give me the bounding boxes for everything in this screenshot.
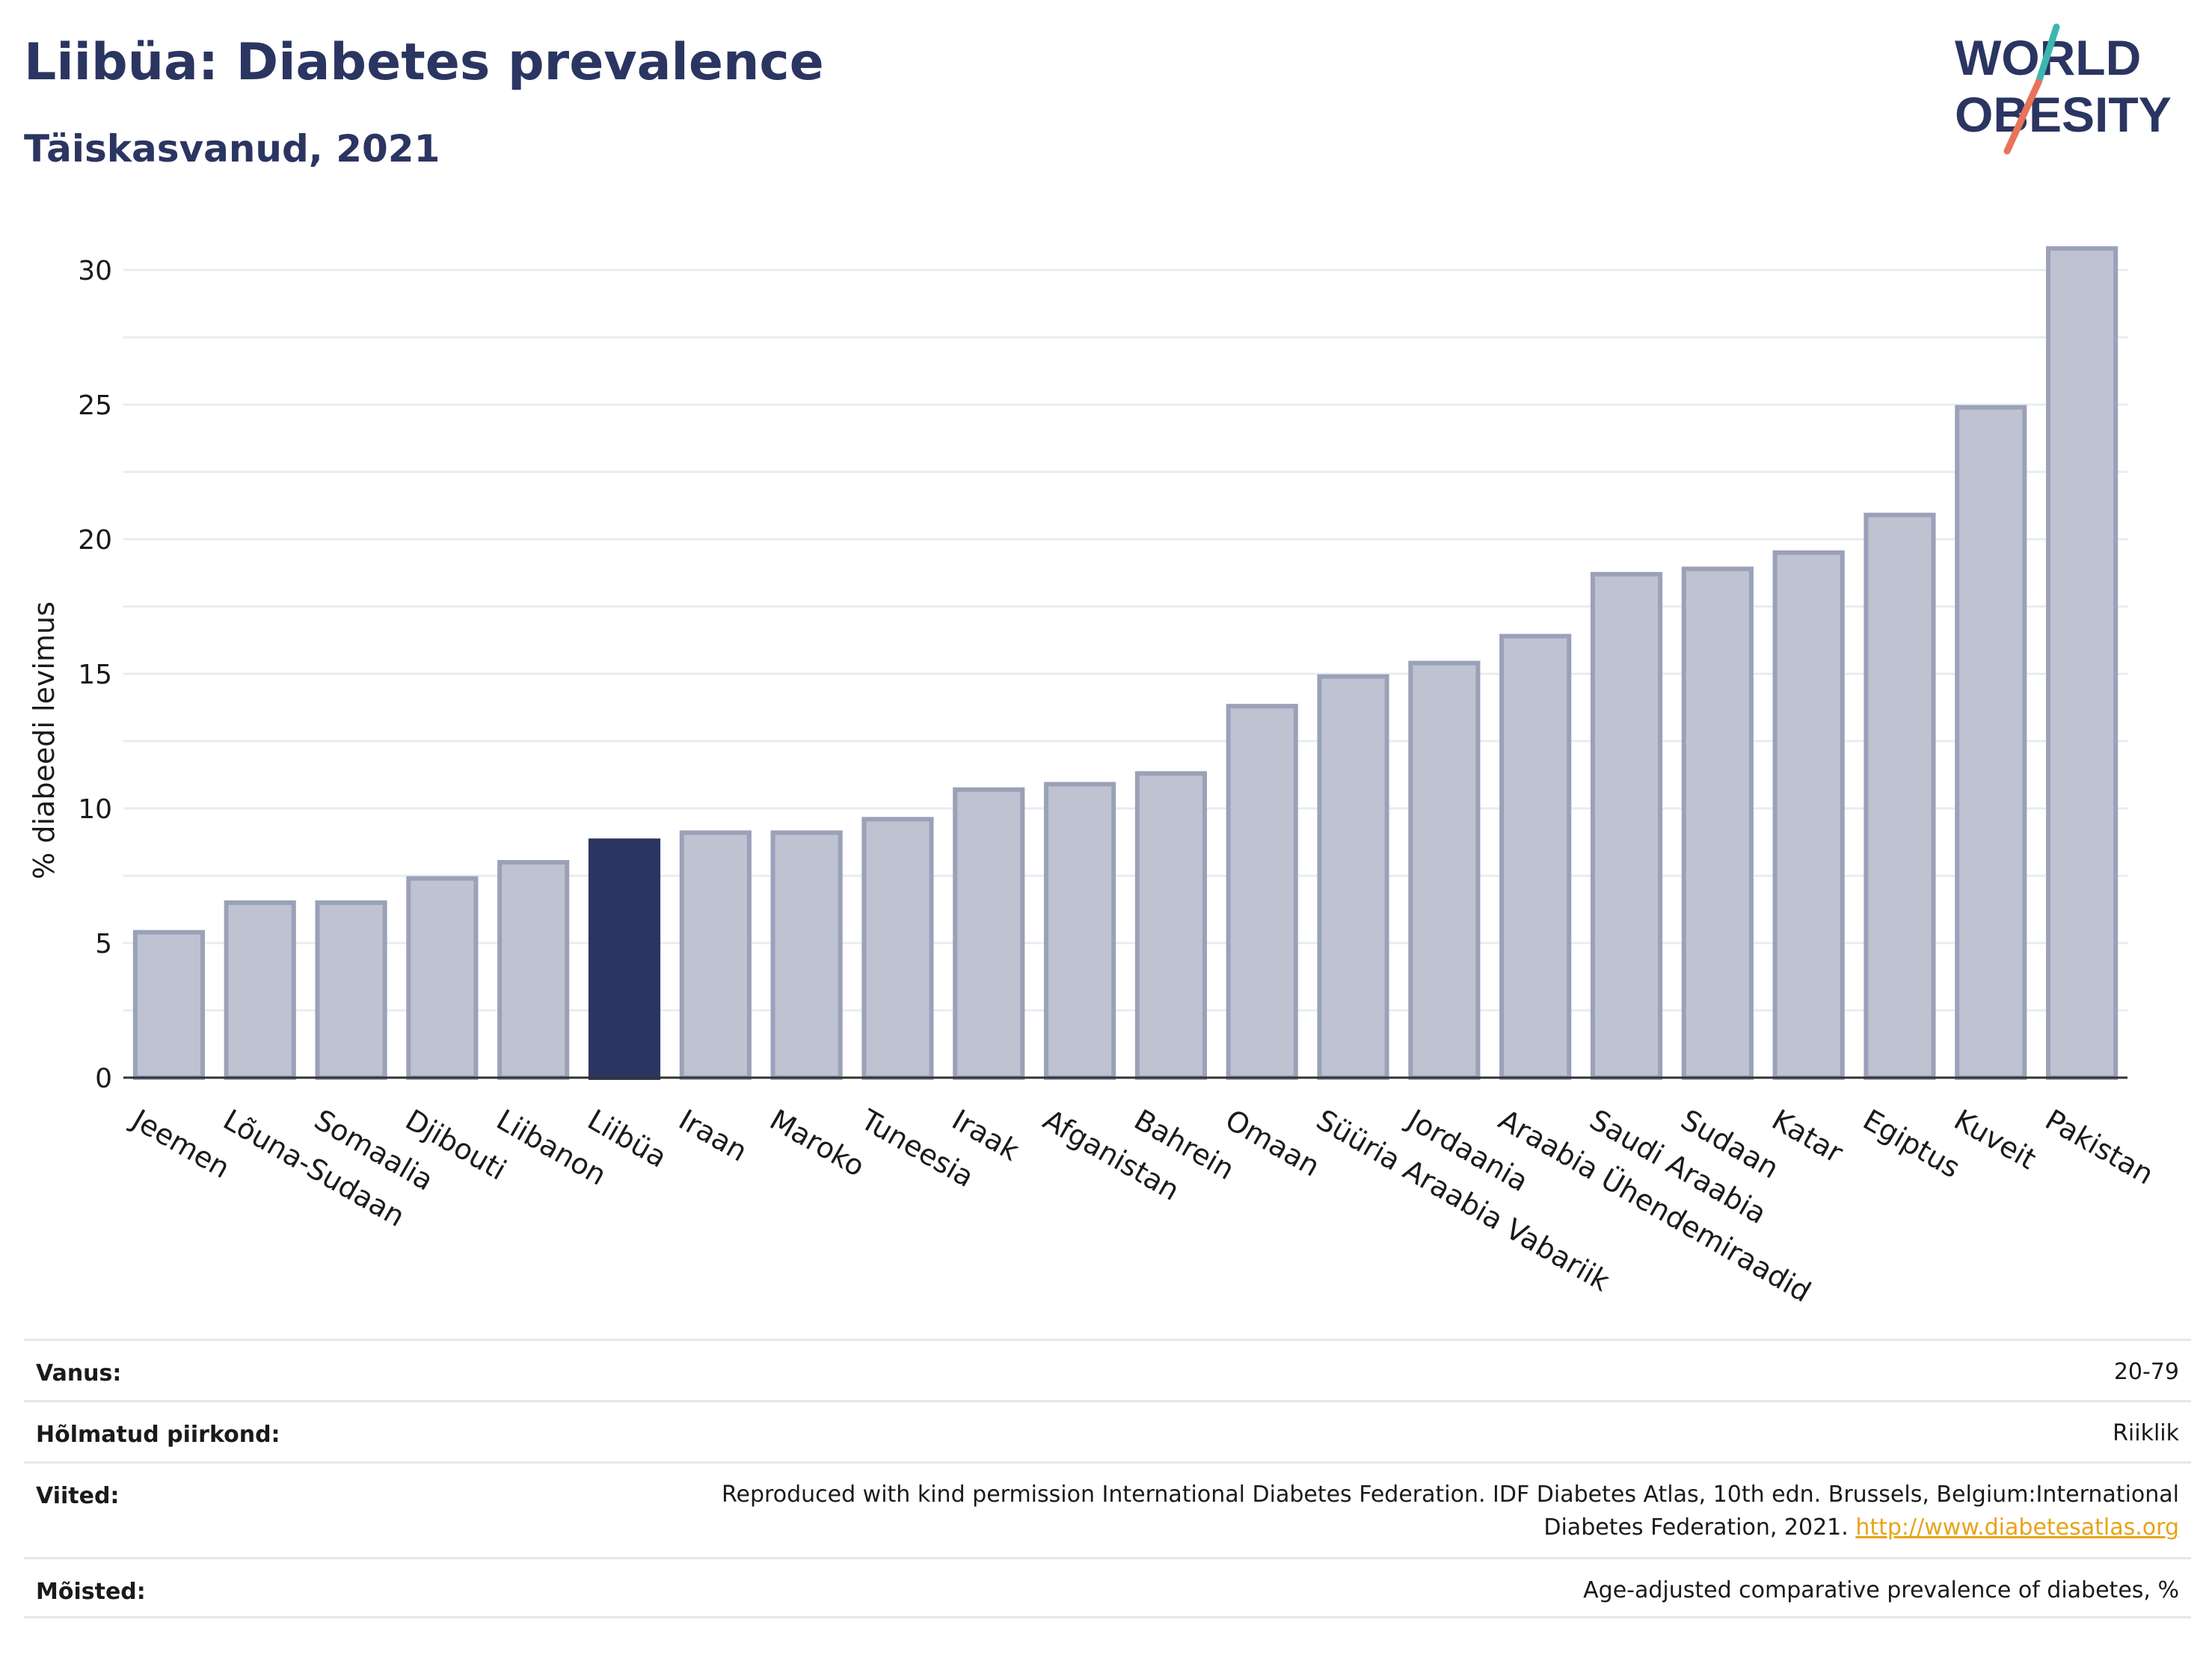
meta-region-value: Riiklik — [2113, 1420, 2179, 1446]
bar-1 — [224, 900, 296, 1080]
meta-table: Vanus: 20-79 Hõlmatud piirkond: Riiklik … — [24, 1339, 2191, 1618]
bar-21 — [2046, 246, 2119, 1081]
x-tick-label: Omaan — [1220, 1103, 1325, 1183]
logo-slash-teal — [2035, 23, 2060, 86]
bar-8 — [861, 817, 934, 1081]
y-tick-label: 0 — [95, 1063, 112, 1094]
bar-4 — [497, 860, 570, 1080]
x-tick-labels: JeemenLõuna-SudaanSomaaliaDjiboutiLiiban… — [126, 1102, 2160, 1309]
bar-2 — [315, 900, 387, 1080]
logo-line2: OBESITY — [1955, 87, 2172, 142]
meta-refs-value: Reproduced with kind permission Internat… — [722, 1479, 2179, 1544]
bars — [132, 246, 2119, 1081]
meta-refs-label: Viited: — [36, 1483, 120, 1509]
bar-17 — [1681, 566, 1754, 1080]
bar-20 — [1955, 405, 2027, 1080]
bar-14 — [1408, 660, 1481, 1080]
bar-10 — [1044, 782, 1116, 1080]
meta-def-label: Mõisted: — [36, 1579, 146, 1605]
y-tick-label: 5 — [95, 929, 112, 959]
bar-chart: 0 5 10 15 20 25 30 JeemenLõuna-SudaanSomaaliaD… — [28, 246, 2160, 1309]
logo-slash-coral — [2003, 79, 2042, 155]
y-tick-labels: 0 5 10 15 20 25 30 — [78, 256, 112, 1094]
page-title: Liibüa: Diabetes prevalence — [24, 33, 824, 92]
bar-0 — [132, 930, 205, 1080]
meta-age-label: Vanus: — [36, 1360, 122, 1387]
meta-refs-line2: Diabetes Federation, 2021. — [1543, 1514, 1849, 1541]
diabetes-atlas-link[interactable]: http://www.diabetesatlas.org — [1855, 1514, 2179, 1541]
bar-3 — [406, 876, 479, 1080]
meta-age-value: 20-79 — [2113, 1359, 2179, 1385]
bar-9 — [953, 787, 1025, 1081]
x-tick-label: Maroko — [764, 1103, 870, 1183]
bar-12 — [1226, 704, 1298, 1080]
bar-11 — [1134, 771, 1207, 1080]
y-tick-label: 25 — [78, 390, 112, 421]
meta-row-refs: Viited: Reproduced with kind permission … — [24, 1461, 2191, 1557]
x-tick-label: Iraan — [673, 1103, 752, 1168]
y-tick-label: 10 — [78, 794, 112, 825]
y-tick-label: 15 — [78, 660, 112, 690]
y-tick-label: 20 — [78, 525, 112, 556]
bar-13 — [1317, 674, 1389, 1080]
grid-lines — [123, 268, 2127, 1012]
x-tick-label: Pakistan — [2040, 1103, 2160, 1191]
bar-7 — [770, 830, 843, 1081]
bar-5 — [588, 838, 661, 1080]
bar-16 — [1590, 571, 1663, 1080]
world-obesity-logo: WORLD OBESITY — [1955, 23, 2172, 155]
x-tick-label: Kuveit — [1949, 1103, 2042, 1176]
bar-18 — [1772, 550, 1845, 1080]
bar-6 — [679, 830, 752, 1081]
meta-region-label: Hõlmatud piirkond: — [36, 1422, 280, 1448]
x-tick-label: Egiptus — [1858, 1103, 1966, 1185]
bar-19 — [1864, 512, 1936, 1080]
page-subtitle: Täiskasvanud, 2021 — [24, 127, 440, 171]
meta-row-region: Hõlmatud piirkond: Riiklik — [24, 1400, 2191, 1461]
meta-row-age: Vanus: 20-79 — [24, 1339, 2191, 1400]
meta-def-value: Age-adjusted comparative prevalence of d… — [1583, 1577, 2179, 1603]
meta-refs-line1: Reproduced with kind permission Internat… — [722, 1481, 2179, 1508]
meta-row-definition: Mõisted: Age-adjusted comparative preval… — [24, 1557, 2191, 1618]
y-axis-label: % diabeedi levimus — [28, 601, 61, 879]
y-tick-label: 30 — [78, 256, 112, 286]
bar-15 — [1499, 633, 1572, 1080]
x-tick-label: Jeemen — [126, 1102, 236, 1185]
